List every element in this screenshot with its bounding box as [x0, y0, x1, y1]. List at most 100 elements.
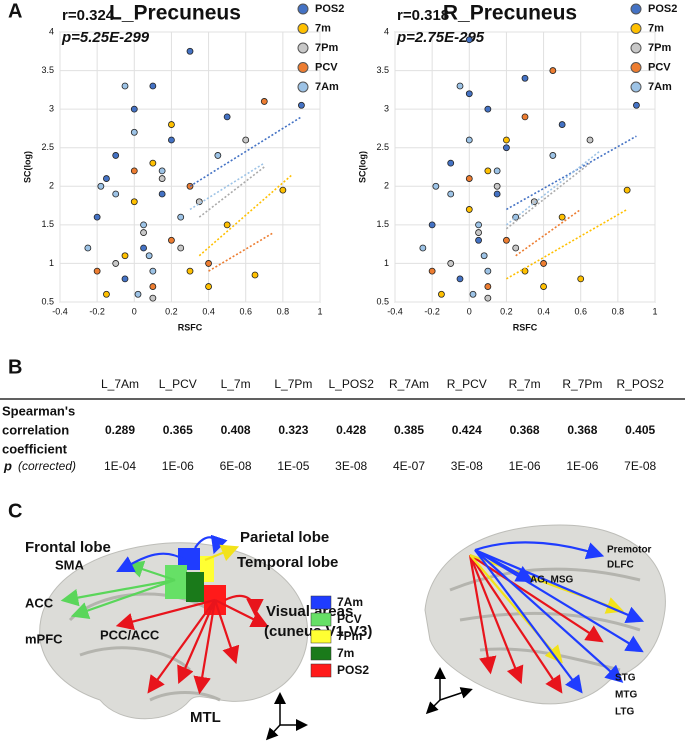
scatter-point: [112, 152, 120, 159]
scatter-point: [558, 121, 566, 128]
x-tick-label: 0.6: [239, 306, 252, 316]
y-tick-label: 0.5: [376, 296, 389, 306]
legend-marker: [297, 23, 309, 34]
legend-marker: [297, 42, 309, 54]
y-tick-label: 3.5: [41, 65, 54, 75]
table-cell: 3E-08: [451, 459, 483, 473]
scatter-point: [149, 283, 157, 290]
legend-label: 7Am: [315, 81, 339, 93]
y-tick-label: 4: [49, 26, 54, 36]
legend-label: 7m: [315, 22, 331, 34]
table-cell: 7E-08: [624, 459, 656, 473]
y-tick-label: 4: [384, 26, 389, 36]
scatter-point: [149, 267, 157, 275]
y-axis-label: SC(log): [22, 151, 32, 183]
table-cell: 0.323: [278, 423, 308, 437]
trend-line: [198, 166, 265, 218]
scatter-point: [503, 236, 510, 244]
table-cell: 0.368: [510, 423, 540, 437]
scatter-point: [530, 198, 538, 206]
legend-marker: [630, 62, 642, 73]
scatter-point: [577, 275, 585, 283]
table-cell: 1E-06: [509, 459, 541, 473]
scatter-point: [149, 159, 157, 167]
scatter-point: [475, 229, 482, 236]
panel-label: C: [8, 500, 22, 522]
plot-area: [394, 31, 656, 303]
y-axis-label: SC(log): [357, 151, 367, 183]
table-header: R_7Am: [389, 377, 429, 391]
x-axis-label: RSFC: [178, 322, 203, 332]
row-label: coefficient: [2, 441, 68, 456]
scatter-point: [438, 290, 445, 298]
scatter-point: [484, 167, 492, 175]
y-tick-label: 1.5: [376, 219, 389, 229]
table-cell: 4E-07: [393, 459, 425, 473]
y-tick-label: 3: [384, 104, 389, 114]
brain-left: [39, 542, 309, 720]
region-label: Premotor: [607, 545, 652, 556]
scatter-point: [149, 82, 157, 90]
scatter-point: [103, 175, 110, 182]
scatter-point: [493, 182, 501, 190]
x-tick-label: 0.8: [612, 306, 625, 316]
y-tick-label: 3: [49, 104, 54, 114]
scatter-point: [149, 294, 157, 302]
legend-marker: [630, 42, 642, 54]
scatter-chart: -0.4 -0.2 0 0.2 0.4 0.6 0.8 1 0.5 1 1.5 2 2.5 3 3.5 4 R_…: [357, 2, 677, 333]
scatter-point: [158, 175, 166, 182]
legend-swatch: [310, 612, 332, 627]
legend-label: 7Pm: [315, 42, 338, 54]
legend-label: PCV: [315, 61, 338, 73]
x-tick-label: 0.2: [500, 306, 513, 316]
scatter-point: [205, 283, 212, 290]
table-cell: 3E-08: [335, 459, 367, 473]
table-header: R_PCV: [447, 377, 487, 391]
table-cell: 0.385: [394, 423, 424, 437]
scatter-point: [549, 152, 557, 159]
region-label: DLFC: [607, 560, 634, 571]
scatter-point: [93, 267, 101, 275]
x-tick-label: -0.4: [52, 306, 68, 316]
table-cell: 0.289: [105, 423, 135, 437]
table-cell: 0.408: [221, 423, 251, 437]
chart-title: R_Precuneus: [443, 2, 577, 25]
x-tick-label: 1: [317, 306, 322, 316]
annotation: p=5.25E-299: [61, 29, 150, 46]
legend-swatch: [310, 595, 332, 610]
scatter-point: [432, 182, 440, 190]
scatter-point: [540, 283, 547, 290]
legend-label: POS2: [648, 3, 677, 15]
scatter-point: [121, 82, 129, 90]
scatter-point: [130, 198, 138, 206]
table-cell: 0.365: [163, 423, 193, 437]
table-header: L_PCV: [159, 377, 197, 391]
legend-label: PCV: [337, 612, 362, 626]
legend-marker: [297, 81, 309, 93]
x-tick-label: 1: [652, 306, 657, 316]
x-tick-label: 0.4: [537, 306, 550, 316]
scatter-point: [205, 260, 212, 267]
table-cell: 0.424: [452, 423, 482, 437]
scatter-point: [447, 260, 455, 267]
scatter-point: [140, 229, 147, 236]
scatter-point: [633, 101, 640, 109]
row-label: Spearman's: [2, 403, 75, 418]
scatter-point: [586, 136, 594, 144]
scatter-point: [480, 252, 488, 260]
legend-marker: [297, 3, 309, 15]
scatter-point: [168, 236, 175, 244]
legend-swatch: [310, 646, 332, 661]
table-header: L_POS2: [329, 377, 375, 391]
y-tick-label: 1.5: [41, 219, 54, 229]
trend-line: [515, 208, 582, 257]
table-cell: 1E-06: [162, 459, 194, 473]
scatter-point: [484, 294, 492, 302]
y-tick-label: 0.5: [41, 296, 54, 306]
scatter-point: [549, 67, 557, 74]
table-cell: 6E-08: [220, 459, 252, 473]
scatter-point: [493, 167, 501, 175]
scatter-point: [484, 105, 492, 113]
x-tick-label: 0.4: [202, 306, 215, 316]
